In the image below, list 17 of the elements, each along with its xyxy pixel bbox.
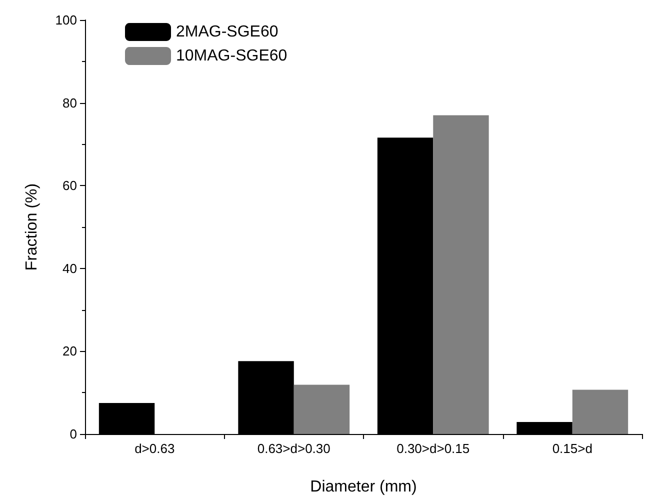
y-tick-label: 40	[62, 260, 77, 276]
y-tick-label: 20	[62, 344, 77, 359]
x-axis-title: Diameter (mm)	[310, 478, 417, 496]
legend-label: 2MAG-SGE60	[176, 24, 278, 40]
x-tick-label: 0.63>d>0.30	[257, 441, 330, 456]
legend-label: 10MAG-SGE60	[176, 48, 288, 64]
x-tick-label: d>0.63	[134, 441, 175, 456]
bar	[294, 384, 350, 434]
y-axis-title: Fraction (%)	[24, 183, 40, 271]
y-tick-label: 0	[70, 426, 77, 442]
bar	[572, 390, 628, 434]
x-tick-label: 0.30>d>0.15	[396, 441, 470, 456]
bar	[433, 115, 489, 434]
y-tick-label: 80	[62, 95, 77, 110]
y-tick-label: 60	[62, 178, 77, 194]
x-tick-label: 0.15>d	[552, 441, 592, 456]
y-tick-label: 100	[55, 12, 77, 28]
